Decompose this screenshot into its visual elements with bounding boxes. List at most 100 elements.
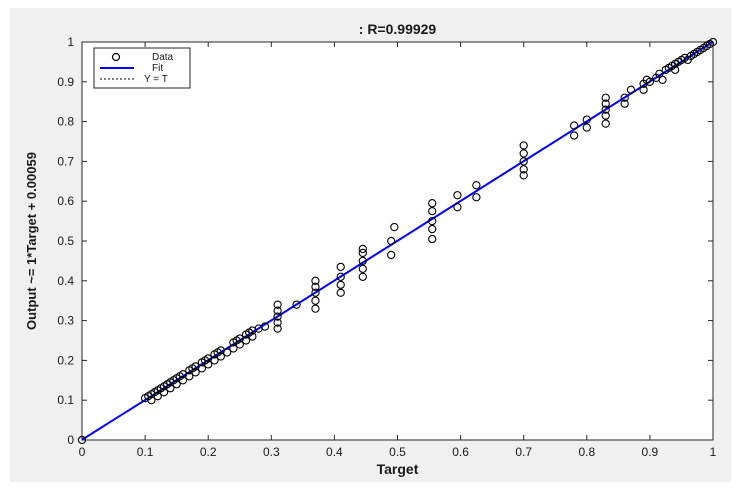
x-axis-title: Target bbox=[377, 461, 419, 477]
data-point bbox=[216, 352, 225, 361]
data-point bbox=[645, 77, 655, 86]
data-point bbox=[311, 282, 320, 291]
y-tick-label: 0.4 bbox=[57, 274, 74, 288]
data-point bbox=[620, 93, 629, 102]
data-point bbox=[708, 37, 718, 47]
data-point bbox=[248, 332, 257, 341]
data-point bbox=[601, 119, 610, 128]
data-point bbox=[229, 344, 238, 353]
data-point bbox=[428, 234, 437, 244]
data-point bbox=[658, 75, 667, 84]
data-point bbox=[235, 340, 244, 349]
data-point bbox=[601, 105, 610, 114]
y-tick-label: 0.2 bbox=[57, 353, 74, 367]
data-point bbox=[292, 300, 301, 309]
data-point bbox=[260, 322, 270, 331]
data-point bbox=[197, 364, 207, 373]
x-tick-label: 0.5 bbox=[389, 445, 406, 459]
data-point bbox=[570, 131, 579, 140]
data-point bbox=[77, 435, 87, 445]
data-point bbox=[519, 157, 528, 166]
data-point bbox=[222, 348, 232, 357]
data-point bbox=[336, 280, 345, 289]
data-point bbox=[172, 380, 181, 389]
y-tick-label: 0.5 bbox=[57, 234, 74, 248]
data-point bbox=[601, 99, 610, 108]
chart-title: : R=0.99929 bbox=[359, 21, 437, 37]
data-point bbox=[582, 115, 591, 124]
data-point bbox=[204, 360, 213, 369]
data-point bbox=[336, 272, 345, 281]
data-point bbox=[153, 392, 162, 401]
data-point bbox=[273, 312, 282, 321]
data-point bbox=[639, 85, 648, 94]
data-point bbox=[428, 216, 437, 226]
data-point bbox=[358, 256, 367, 266]
x-tick-label: 1 bbox=[710, 445, 717, 459]
data-point bbox=[387, 236, 396, 246]
data-point bbox=[428, 206, 437, 216]
data-point bbox=[311, 276, 320, 285]
legend-label-data: Data bbox=[152, 52, 174, 63]
data-point bbox=[358, 264, 367, 274]
x-tick-label: 0.9 bbox=[642, 445, 659, 459]
data-point bbox=[273, 324, 282, 333]
y-tick-label: 1 bbox=[67, 35, 74, 49]
data-point bbox=[428, 199, 437, 208]
data-points bbox=[77, 37, 718, 445]
data-point bbox=[178, 376, 188, 385]
data-point bbox=[519, 171, 528, 180]
data-point bbox=[159, 388, 169, 397]
data-point bbox=[601, 93, 610, 102]
data-point bbox=[582, 123, 591, 132]
y-tick-label: 0.7 bbox=[57, 154, 74, 168]
x-tick-label: 0.7 bbox=[515, 445, 532, 459]
y-tick-label: 0.6 bbox=[57, 194, 74, 208]
data-point bbox=[601, 111, 610, 120]
scatter-chart: 0 0.1 0.2 0.3 0.4 0.5 0.6 0.7 0.8 0.9 1 0 0.1 0.2 0.3 0… bbox=[24, 21, 718, 477]
data-point bbox=[241, 336, 251, 345]
data-point bbox=[147, 396, 156, 405]
y-axis-title: Output ~= 1*Target + 0.00059 bbox=[24, 152, 39, 330]
data-point bbox=[453, 191, 462, 200]
data-point bbox=[670, 65, 680, 75]
y-tick-label: 0 bbox=[67, 433, 74, 447]
y-tick-label: 0.1 bbox=[57, 393, 74, 407]
data-point bbox=[191, 368, 200, 377]
data-point bbox=[519, 141, 528, 150]
x-tick-label: 0 bbox=[79, 445, 86, 459]
data-point bbox=[273, 306, 282, 315]
x-tick-label: 0.2 bbox=[200, 445, 217, 459]
x-tick-label: 0.8 bbox=[578, 445, 595, 459]
data-point bbox=[311, 304, 320, 313]
data-point bbox=[519, 165, 528, 174]
data-point bbox=[311, 288, 320, 297]
y-tick-label: 0.8 bbox=[57, 115, 74, 129]
data-point bbox=[273, 318, 282, 327]
data-point bbox=[387, 250, 396, 260]
data-point bbox=[336, 288, 345, 297]
data-point bbox=[570, 121, 579, 130]
legend-label-identity: Y = T bbox=[144, 74, 168, 85]
data-point bbox=[311, 296, 320, 305]
data-point bbox=[620, 99, 629, 108]
data-point bbox=[336, 262, 345, 272]
data-point bbox=[210, 356, 219, 365]
y-tick-label: 0.9 bbox=[57, 75, 74, 89]
data-point bbox=[472, 181, 481, 190]
data-point bbox=[626, 85, 636, 94]
data-point bbox=[390, 222, 399, 232]
data-point bbox=[358, 248, 367, 258]
data-point bbox=[273, 300, 282, 309]
data-point bbox=[166, 384, 175, 393]
y-tick-label: 0.3 bbox=[57, 314, 74, 328]
x-tick-label: 0.3 bbox=[263, 445, 280, 459]
legend-label-fit: Fit bbox=[152, 63, 163, 74]
data-point bbox=[472, 193, 481, 202]
data-point bbox=[358, 272, 367, 281]
data-point bbox=[519, 149, 528, 158]
data-point bbox=[453, 203, 462, 212]
axis-ticks: 0 0.1 0.2 0.3 0.4 0.5 0.6 0.7 0.8 0.9 1 0 0.1 0.2 0.3 0… bbox=[57, 35, 716, 459]
x-tick-label: 0.4 bbox=[326, 445, 343, 459]
legend-data-marker bbox=[111, 52, 121, 62]
